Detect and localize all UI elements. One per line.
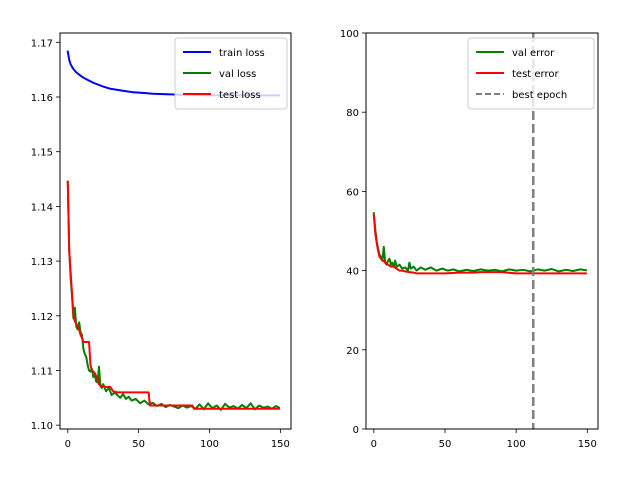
x-tick-label: 50: [439, 439, 452, 450]
legend-label-train-loss: train loss: [219, 48, 265, 59]
x-tick-label: 0: [371, 439, 377, 450]
loss-chart: 0 50 100 150 1.10 1.11 1.12 1.13 1.14 1.15 1.16 1.1…: [31, 32, 292, 450]
legend-label-best-epoch: best epoch: [512, 90, 567, 101]
legend-label-test-loss: test loss: [219, 90, 261, 101]
y-tick-label: 1.16: [31, 93, 53, 104]
x-tick-label: 150: [271, 439, 290, 450]
x-tick-label: 50: [132, 439, 145, 450]
test-loss-line: [66, 180, 280, 410]
x-tick-label: 0: [65, 439, 71, 450]
y-tick-label: 100: [340, 29, 359, 40]
legend: val error test error best epoch: [467, 37, 595, 110]
legend-label-test-error: test error: [512, 69, 559, 80]
y-tick-label: 1.17: [31, 38, 53, 49]
y-tick-label: 40: [346, 267, 359, 278]
axes-frame: [365, 32, 599, 430]
axes-frame: [59, 32, 292, 430]
y-tick-label: 1.13: [31, 257, 53, 268]
y-tick-label: 0: [353, 425, 359, 436]
y-tick-label: 1.10: [31, 421, 53, 432]
y-tick-label: 1.15: [31, 148, 53, 159]
y-tick-label: 1.14: [31, 202, 53, 213]
error-chart: 0 50 100 150 0 20 40 60 80 100 val error test error…: [340, 29, 599, 450]
x-tick-label: 100: [200, 439, 219, 450]
legend-box: [174, 37, 288, 110]
legend: train loss val loss test loss: [174, 37, 288, 110]
legend-label-val-error: val error: [512, 48, 555, 59]
y-tick-label: 60: [346, 187, 359, 198]
legend-label-val-loss: val loss: [219, 69, 256, 80]
y-tick-label: 80: [346, 108, 359, 119]
x-tick-label: 100: [507, 439, 526, 450]
test-error-line: [372, 214, 587, 275]
val-loss-line: [66, 180, 281, 411]
y-tick-label: 20: [346, 346, 359, 357]
y-tick-label: 1.12: [31, 312, 53, 323]
y-tick-label: 1.11: [31, 366, 53, 377]
legend-box: [467, 37, 595, 110]
x-tick-label: 150: [578, 439, 597, 450]
